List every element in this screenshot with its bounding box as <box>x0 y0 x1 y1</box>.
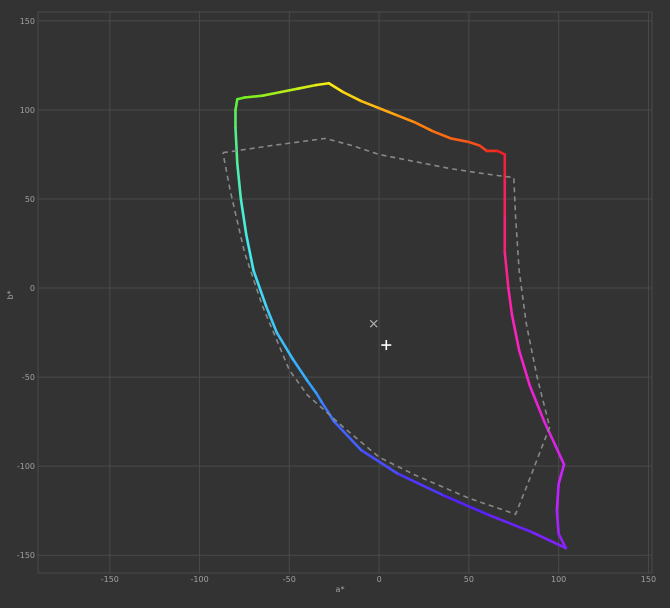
y-tick-label: 150 <box>20 17 35 26</box>
measured-gamut-segment <box>314 391 323 404</box>
measured-gamut-segment <box>478 144 489 153</box>
measured-gamut-segment <box>431 130 453 140</box>
measured-gamut-segment <box>542 420 557 447</box>
measured-gamut-segment <box>252 268 268 308</box>
reference-gamut-line <box>222 137 551 516</box>
x-tick-label: -50 <box>283 575 296 584</box>
y-tick-label: -50 <box>22 373 35 382</box>
plus-marker <box>381 340 392 351</box>
y-tick-label: 0 <box>30 284 35 293</box>
measured-gamut-segment <box>320 400 336 423</box>
measured-gamut-segment <box>291 357 309 382</box>
measured-gamut-segment <box>305 379 318 395</box>
x-tick-label: 50 <box>464 575 474 584</box>
measured-gamut-segment <box>235 162 243 201</box>
measured-gamut-segment <box>557 463 566 486</box>
measured-gamut-segment <box>485 512 534 534</box>
measured-gamut-segment <box>314 81 331 87</box>
measured-gamut-segment <box>327 81 345 94</box>
grid-lines <box>37 11 653 574</box>
x-tick-label: -100 <box>191 575 209 584</box>
measured-gamut-segment <box>264 304 279 334</box>
measured-gamut-segment <box>341 90 363 103</box>
measured-gamut-segment <box>359 99 381 110</box>
measured-gamut-segment <box>467 140 481 147</box>
plot-frame <box>37 11 653 574</box>
measured-gamut-segment <box>449 137 471 144</box>
measured-gamut-segment <box>507 286 514 317</box>
x-tick-label: 0 <box>377 575 382 584</box>
measured-gamut-segment <box>517 349 532 388</box>
measured-gamut-segment <box>510 313 521 352</box>
measured-gamut-segment <box>528 384 546 423</box>
measured-gamut-segment <box>395 113 417 124</box>
measured-gamut-segment <box>530 530 568 550</box>
point-markers <box>369 319 392 351</box>
measured-gamut-segment <box>239 197 248 236</box>
y-axis-label: b* <box>6 290 15 299</box>
measured-gamut-segment <box>503 251 510 290</box>
series-lines <box>222 81 568 550</box>
measured-gamut-line <box>234 81 568 550</box>
measured-gamut-segment <box>261 90 282 98</box>
measured-gamut-segment <box>234 126 239 165</box>
cross-marker <box>369 319 378 328</box>
measured-gamut-segment <box>279 87 300 94</box>
axis-ticks: -150 -100 -50 0 50 100 150 150 100 50 0 -50 -100 -150 <box>17 17 656 584</box>
measured-gamut-segment <box>359 448 399 475</box>
measured-gamut-segment <box>555 509 560 536</box>
measured-gamut-segment <box>244 233 255 272</box>
measured-gamut-segment <box>297 83 318 90</box>
measured-gamut-segment <box>395 471 444 496</box>
measured-gamut-segment <box>555 482 560 512</box>
x-tick-label: 100 <box>551 575 566 584</box>
x-tick-label: 150 <box>641 575 656 584</box>
y-tick-label: -150 <box>17 551 35 560</box>
measured-gamut-segment <box>275 331 295 361</box>
measured-gamut-segment <box>377 106 399 117</box>
measured-gamut-segment <box>243 94 264 99</box>
y-tick-label: -100 <box>17 462 35 471</box>
y-tick-label: 100 <box>20 106 35 115</box>
x-axis-label: a* <box>336 585 345 594</box>
measured-gamut-segment <box>332 420 363 452</box>
measured-gamut-segment <box>553 443 566 466</box>
measured-gamut-segment <box>234 97 239 112</box>
y-tick-label: 50 <box>25 195 35 204</box>
measured-gamut-segment <box>496 149 507 156</box>
measured-gamut-segment <box>440 493 489 516</box>
measured-gamut-segment <box>557 532 568 550</box>
measured-gamut-segment <box>413 121 435 133</box>
x-tick-label: -150 <box>101 575 119 584</box>
